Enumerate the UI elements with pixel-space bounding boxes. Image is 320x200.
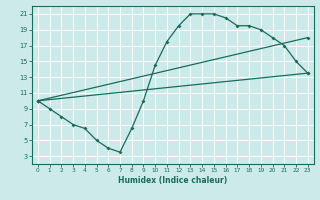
X-axis label: Humidex (Indice chaleur): Humidex (Indice chaleur) [118, 176, 228, 185]
